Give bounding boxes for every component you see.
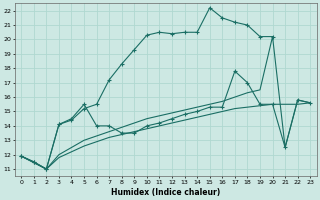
X-axis label: Humidex (Indice chaleur): Humidex (Indice chaleur) xyxy=(111,188,220,197)
